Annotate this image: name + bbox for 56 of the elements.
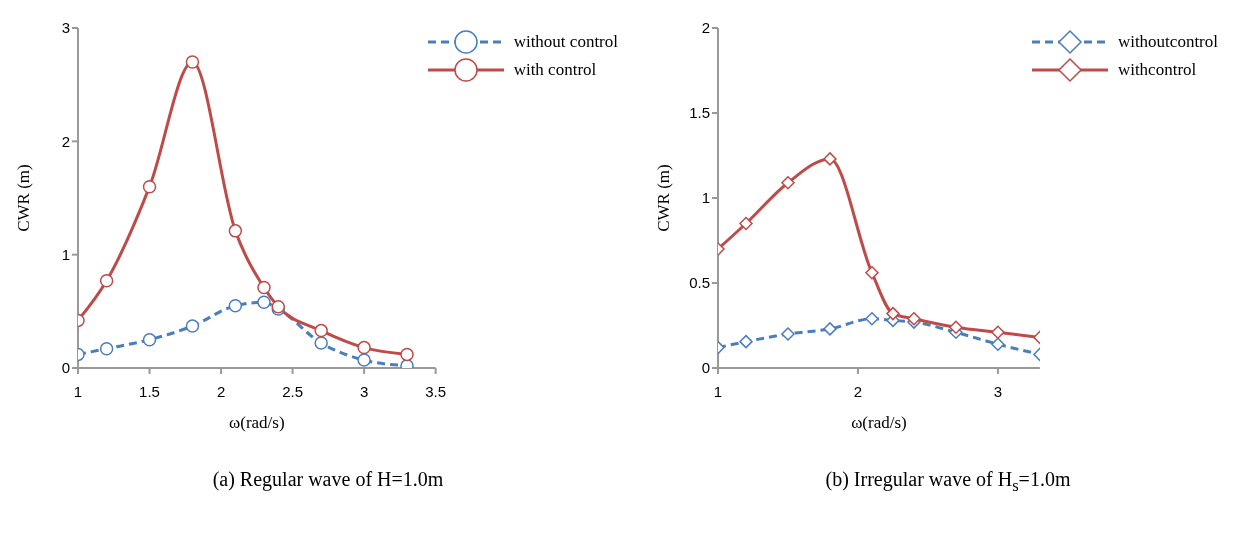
point bbox=[142, 332, 157, 347]
point bbox=[907, 311, 921, 326]
point bbox=[991, 337, 1005, 351]
legend-label: withoutcontrol bbox=[1117, 32, 1218, 52]
x-tick-label: 2 bbox=[853, 382, 863, 400]
point bbox=[185, 55, 200, 69]
y-axis-title: CWR (m) bbox=[654, 164, 674, 232]
x-tick-label: 1.5 bbox=[139, 382, 160, 400]
y-tick-label: 1 bbox=[61, 245, 70, 263]
point bbox=[99, 341, 114, 356]
x-tick-label: 3.5 bbox=[425, 382, 447, 400]
y-tick-label: 0.5 bbox=[689, 274, 710, 292]
point bbox=[185, 319, 200, 333]
point bbox=[991, 325, 1005, 340]
point bbox=[228, 298, 243, 313]
point bbox=[228, 224, 243, 238]
x-axis-title: ω(rad/s) bbox=[851, 413, 907, 432]
point bbox=[886, 306, 900, 321]
point bbox=[949, 320, 963, 334]
y-tick-label: 1.5 bbox=[689, 104, 710, 122]
y-tick-label: 2 bbox=[701, 19, 710, 37]
x-tick-label: 2 bbox=[216, 382, 226, 400]
point bbox=[739, 334, 753, 349]
point bbox=[823, 322, 837, 336]
point bbox=[314, 336, 328, 350]
x-tick-label: 1 bbox=[713, 382, 723, 400]
point bbox=[400, 347, 414, 362]
legend-label: with control bbox=[513, 60, 597, 80]
text: (b) Irregular wave of H$_{s}$=1.0m bbox=[824, 468, 1072, 496]
point bbox=[781, 327, 795, 341]
point bbox=[99, 273, 114, 288]
point bbox=[739, 216, 753, 231]
point bbox=[257, 280, 271, 295]
point bbox=[865, 311, 879, 326]
point bbox=[823, 152, 837, 166]
y-tick-label: 3 bbox=[61, 19, 70, 37]
x-axis-title: ω(rad/s) bbox=[229, 413, 285, 432]
y-tick-label: 0 bbox=[701, 359, 710, 377]
point bbox=[357, 353, 371, 367]
point bbox=[781, 175, 795, 190]
point bbox=[314, 323, 328, 338]
point bbox=[865, 266, 879, 280]
y-tick-label: 1 bbox=[701, 189, 710, 207]
y-axis-title: CWR (m) bbox=[14, 164, 34, 232]
x-tick-label: 3 bbox=[359, 382, 369, 400]
legend-label: without control bbox=[513, 32, 618, 52]
y-tick-label: 0 bbox=[61, 359, 70, 377]
legend-label: withcontrol bbox=[1117, 60, 1197, 80]
x-tick-label: 3 bbox=[993, 382, 1003, 400]
x-tick-label: 2.5 bbox=[282, 382, 304, 400]
point bbox=[357, 340, 371, 355]
text: (a) Regular wave of H=1.0m bbox=[211, 468, 445, 491]
y-tick-label: 2 bbox=[61, 132, 70, 150]
point bbox=[142, 179, 157, 194]
x-tick-label: 1 bbox=[73, 382, 83, 400]
point bbox=[257, 295, 271, 310]
